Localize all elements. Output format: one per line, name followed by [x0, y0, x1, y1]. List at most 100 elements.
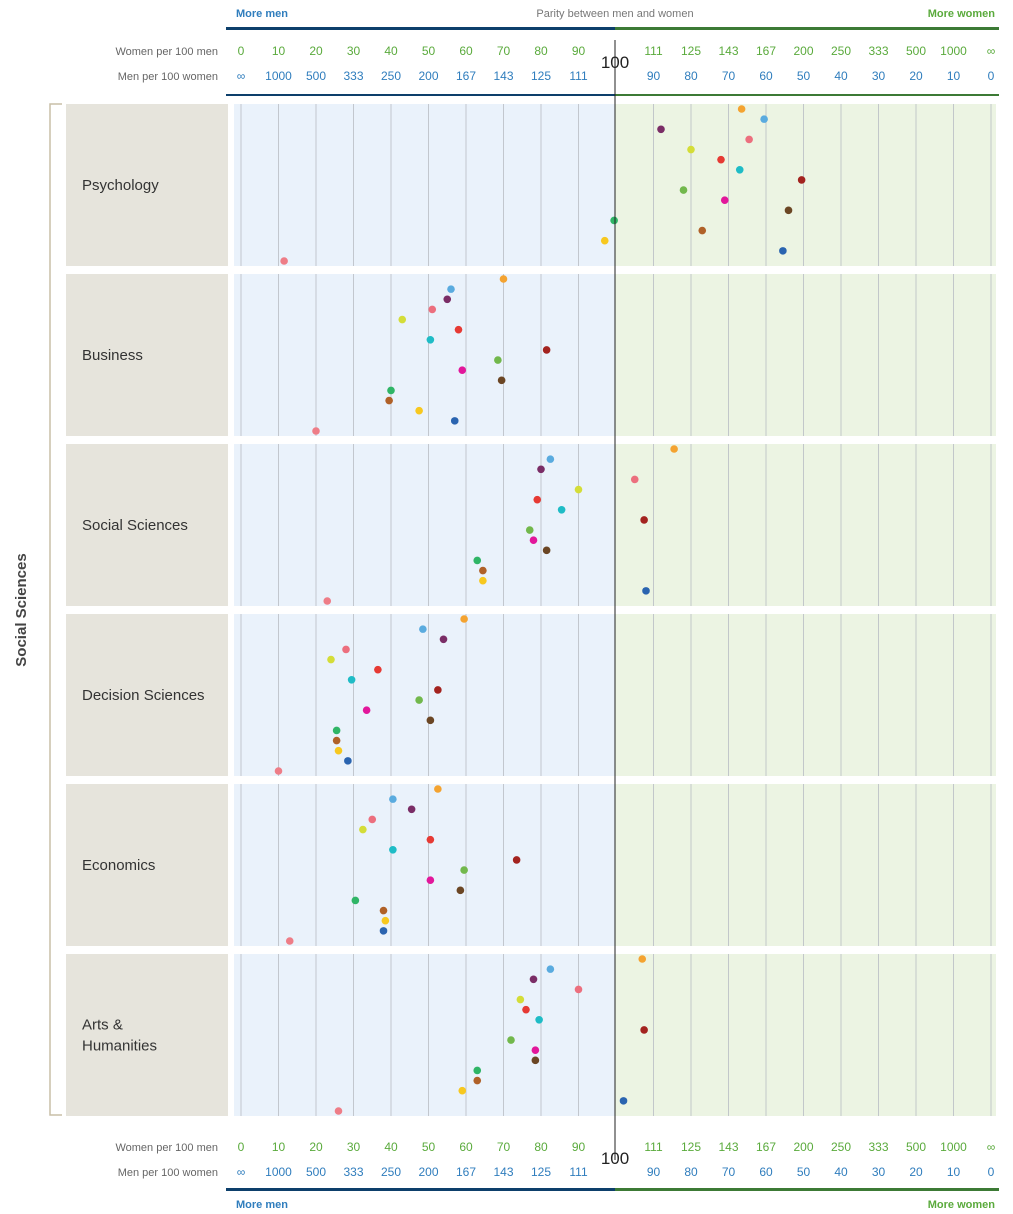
- data-point: [542, 546, 551, 555]
- data-point: [332, 726, 341, 735]
- panel-2: Social Sciences: [66, 444, 996, 606]
- bottom-ticks-men: ∞ 1000 500 333 250 200 167 143 125 111 90 80 70 60 50 4…: [237, 1165, 995, 1179]
- top-tick-women-2: 20: [309, 44, 323, 58]
- top-tick-men-1: 1000: [265, 69, 292, 83]
- header-more-men: More men: [236, 8, 288, 20]
- header-parity: Parity between men and women: [536, 8, 693, 20]
- bottom-tick-women-6: 60: [459, 1140, 473, 1154]
- data-point: [415, 696, 423, 704]
- data-point: [720, 196, 729, 204]
- data-point: [426, 336, 435, 344]
- data-point: [379, 927, 388, 935]
- panel-men-bg: [234, 274, 615, 436]
- bottom-parity-value: 100: [601, 1149, 629, 1168]
- bottom-tick-women-7: 70: [497, 1140, 511, 1154]
- bottom-tick-men-7: 143: [493, 1165, 513, 1179]
- data-point: [533, 495, 542, 504]
- data-point: [784, 206, 793, 215]
- panel-4: Economics: [66, 784, 996, 946]
- top-tick-men-7: 143: [493, 69, 513, 83]
- data-point: [745, 135, 753, 144]
- top-tick-women-19: 1000: [940, 44, 967, 58]
- panel-label: Arts &: [82, 1017, 123, 1034]
- data-point: [760, 115, 768, 123]
- data-point: [426, 876, 435, 884]
- top-tick-men-20: 0: [988, 69, 995, 83]
- bottom-tick-women-0: 0: [238, 1140, 245, 1154]
- data-point: [610, 216, 618, 225]
- bottom-scale-women-label: Women per 100 men: [115, 1142, 218, 1154]
- top-tick-men-9: 111: [569, 69, 588, 83]
- panel-label-bg: [66, 104, 228, 266]
- top-tick-men-2: 500: [306, 69, 326, 83]
- data-point: [499, 275, 508, 283]
- top-tick-women-13: 143: [718, 44, 738, 58]
- top-tick-women-12: 125: [681, 44, 701, 58]
- bottom-tick-men-17: 30: [872, 1165, 886, 1179]
- bottom-tick-women-15: 200: [793, 1140, 813, 1154]
- panel-label: Psychology: [82, 177, 159, 194]
- data-point: [456, 886, 465, 895]
- top-tick-women-18: 500: [906, 44, 926, 58]
- data-point: [542, 346, 551, 354]
- top-tick-men-8: 125: [531, 69, 551, 83]
- data-point: [381, 916, 390, 925]
- bottom-tick-men-13: 70: [722, 1165, 736, 1179]
- data-point: [494, 356, 502, 364]
- bottom-tick-men-3: 333: [343, 1165, 363, 1179]
- data-point: [473, 1066, 482, 1075]
- bottom-tick-women-17: 333: [868, 1140, 888, 1154]
- bottom-tick-women-13: 143: [718, 1140, 738, 1154]
- data-point: [323, 597, 332, 605]
- bottom-ticks-women: 0 10 20 30 40 50 60 70 80 90 111 125 143 167 200 250 333…: [238, 1140, 996, 1154]
- panel-3: Decision Sciences: [66, 614, 996, 776]
- data-point: [458, 1086, 467, 1095]
- data-point: [460, 866, 468, 874]
- data-point: [507, 1036, 515, 1044]
- top-tick-men-17: 30: [872, 69, 886, 83]
- data-point: [443, 295, 452, 304]
- bottom-tick-women-4: 40: [384, 1140, 398, 1154]
- data-point: [426, 835, 435, 844]
- bottom-tick-men-6: 167: [456, 1165, 476, 1179]
- data-point: [687, 145, 695, 154]
- bottom-tick-women-18: 500: [906, 1140, 926, 1154]
- data-point: [557, 506, 566, 514]
- bottom-tick-women-14: 167: [756, 1140, 776, 1154]
- bottom-tick-men-0: ∞: [237, 1165, 246, 1179]
- data-point: [342, 645, 350, 654]
- top-tick-men-15: 50: [797, 69, 811, 83]
- top-tick-men-6: 167: [456, 69, 476, 83]
- bottom-tick-women-16: 250: [831, 1140, 851, 1154]
- data-point: [797, 176, 806, 184]
- data-point: [379, 906, 388, 915]
- data-point: [657, 125, 665, 134]
- data-point: [642, 587, 650, 595]
- data-point: [479, 566, 487, 575]
- data-point: [479, 576, 487, 585]
- bottom-tick-men-14: 60: [759, 1165, 773, 1179]
- data-point: [415, 406, 423, 415]
- data-point: [389, 795, 397, 803]
- data-point: [359, 825, 367, 834]
- data-point: [473, 556, 482, 565]
- panel-label-bg: [66, 614, 228, 776]
- bottom-tick-men-2: 500: [306, 1165, 326, 1179]
- top-ticks-men: ∞ 1000 500 333 250 200 167 143 125 111 90 80 70 60 50 4…: [237, 69, 995, 83]
- data-point: [460, 615, 468, 623]
- data-point: [574, 485, 583, 494]
- panel-1: Business: [66, 274, 996, 436]
- bottom-tick-women-5: 50: [422, 1140, 436, 1154]
- data-point: [638, 955, 647, 963]
- panel-label: Humanities: [82, 1038, 157, 1055]
- data-point: [737, 105, 746, 113]
- top-tick-men-16: 40: [834, 69, 848, 83]
- bottom-tick-men-15: 50: [797, 1165, 811, 1179]
- data-point: [312, 427, 320, 435]
- panel-men-bg: [234, 104, 615, 266]
- panel-label-bg: [66, 784, 228, 946]
- panel-women-bg: [615, 104, 996, 266]
- panel-label: Business: [82, 347, 143, 364]
- top-tick-women-1: 10: [272, 44, 286, 58]
- top-tick-women-20: ∞: [987, 44, 996, 58]
